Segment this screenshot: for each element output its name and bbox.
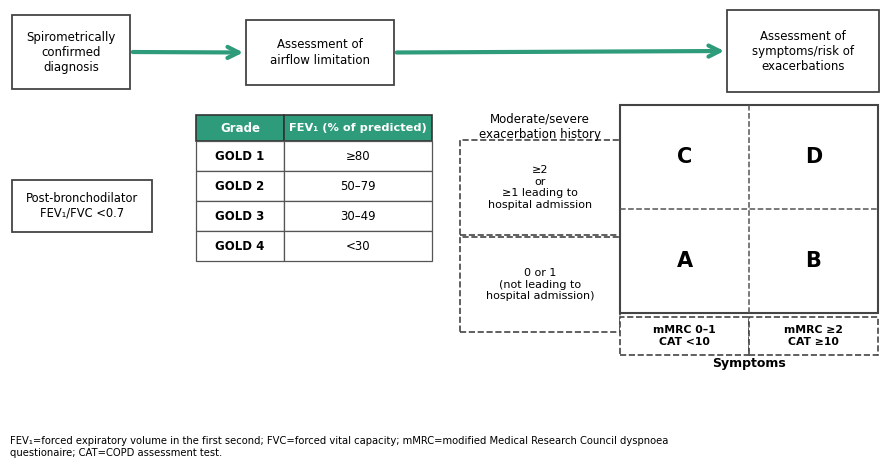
Text: ≥80: ≥80: [346, 149, 371, 162]
Text: Assessment of
symptoms/risk of
exacerbations: Assessment of symptoms/risk of exacerbat…: [752, 29, 854, 73]
Bar: [12, 180, 152, 232]
Bar: [284, 231, 432, 261]
Bar: [196, 201, 284, 231]
Text: FEV₁=forced expiratory volume in the first second; FVC=forced vital capacity; mM: FEV₁=forced expiratory volume in the fir…: [10, 436, 668, 458]
Bar: [620, 105, 878, 313]
Text: FEV₁ (% of predicted): FEV₁ (% of predicted): [289, 123, 427, 133]
Bar: [284, 201, 432, 231]
Text: GOLD 1: GOLD 1: [215, 149, 264, 162]
Bar: [196, 171, 284, 201]
Text: Assessment of
airflow limitation: Assessment of airflow limitation: [270, 38, 370, 66]
Text: D: D: [805, 147, 822, 167]
Bar: [284, 171, 432, 201]
Text: Moderate/severe
exacerbation history: Moderate/severe exacerbation history: [479, 113, 601, 141]
Text: GOLD 3: GOLD 3: [215, 210, 264, 222]
Text: A: A: [676, 251, 693, 271]
Text: Post-bronchodilator
FEV₁/FVC <0.7: Post-bronchodilator FEV₁/FVC <0.7: [26, 192, 138, 220]
Bar: [196, 231, 284, 261]
Bar: [284, 141, 432, 171]
Text: C: C: [677, 147, 692, 167]
Bar: [284, 115, 432, 141]
Text: GOLD 4: GOLD 4: [215, 240, 264, 253]
Text: Spirometrically
confirmed
diagnosis: Spirometrically confirmed diagnosis: [26, 30, 116, 73]
Text: B: B: [805, 251, 822, 271]
Bar: [12, 15, 130, 89]
Text: Grade: Grade: [220, 122, 260, 134]
Bar: [460, 140, 620, 235]
Text: mMRC 0–1
CAT <10: mMRC 0–1 CAT <10: [653, 325, 716, 347]
Text: Symptoms: Symptoms: [712, 357, 786, 370]
Bar: [196, 141, 284, 171]
Text: <30: <30: [346, 240, 371, 253]
Text: GOLD 2: GOLD 2: [215, 180, 264, 192]
Text: 30–49: 30–49: [340, 210, 376, 222]
Bar: [196, 115, 284, 141]
Text: ≥2
or
≥1 leading to
hospital admission: ≥2 or ≥1 leading to hospital admission: [488, 165, 592, 210]
Text: 0 or 1
(not leading to
hospital admission): 0 or 1 (not leading to hospital admissio…: [486, 268, 594, 301]
Text: mMRC ≥2
CAT ≥10: mMRC ≥2 CAT ≥10: [784, 325, 843, 347]
Bar: [246, 20, 394, 85]
Bar: [749, 317, 878, 355]
Bar: [460, 237, 620, 332]
Bar: [620, 317, 749, 355]
Text: 50–79: 50–79: [340, 180, 376, 192]
Bar: [727, 10, 879, 92]
